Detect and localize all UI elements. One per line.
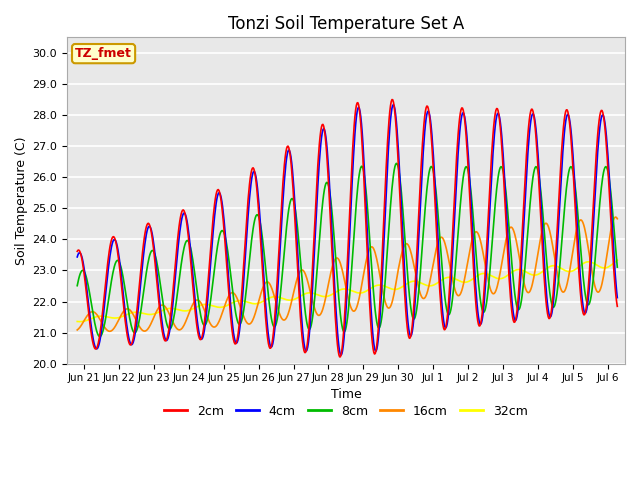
Title: Tonzi Soil Temperature Set A: Tonzi Soil Temperature Set A — [228, 15, 464, 33]
Text: TZ_fmet: TZ_fmet — [75, 47, 132, 60]
Legend: 2cm, 4cm, 8cm, 16cm, 32cm: 2cm, 4cm, 8cm, 16cm, 32cm — [159, 400, 532, 423]
Y-axis label: Soil Temperature (C): Soil Temperature (C) — [15, 136, 28, 265]
X-axis label: Time: Time — [330, 388, 361, 401]
